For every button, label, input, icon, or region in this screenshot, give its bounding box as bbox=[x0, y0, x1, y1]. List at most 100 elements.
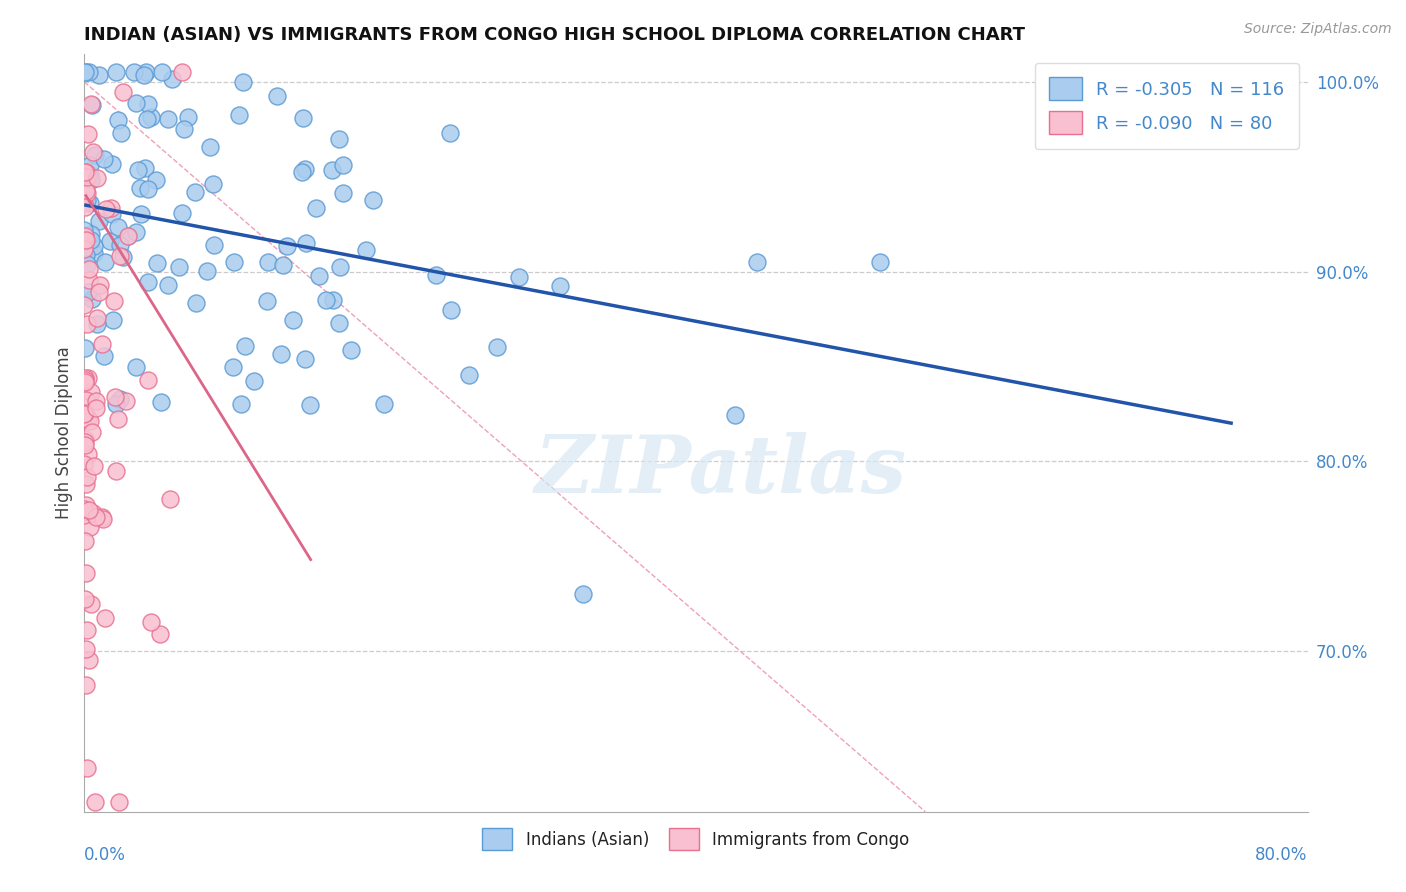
Point bbox=[75, 678, 97, 692]
Point bbox=[101, 312, 124, 326]
Point bbox=[724, 409, 747, 423]
Point bbox=[91, 336, 114, 351]
Point bbox=[84, 148, 107, 162]
Point bbox=[110, 238, 132, 252]
Point bbox=[104, 464, 127, 478]
Point bbox=[75, 165, 97, 179]
Point bbox=[75, 65, 97, 79]
Point bbox=[75, 234, 97, 248]
Point bbox=[87, 214, 110, 228]
Point bbox=[77, 273, 100, 287]
Point bbox=[571, 586, 593, 600]
Point bbox=[184, 185, 207, 199]
Point bbox=[107, 412, 129, 426]
Point bbox=[108, 249, 131, 263]
Point bbox=[439, 303, 461, 318]
Point bbox=[127, 163, 149, 178]
Point bbox=[224, 254, 246, 268]
Point bbox=[104, 65, 127, 79]
Text: 80.0%: 80.0% bbox=[1256, 846, 1308, 863]
Point bbox=[486, 341, 509, 355]
Point bbox=[80, 425, 103, 440]
Point bbox=[136, 275, 159, 289]
Point bbox=[322, 293, 344, 308]
Point bbox=[228, 108, 250, 122]
Point bbox=[75, 248, 97, 262]
Point bbox=[156, 277, 179, 292]
Point bbox=[328, 317, 350, 331]
Point bbox=[305, 201, 328, 215]
Text: INDIAN (ASIAN) VS IMMIGRANTS FROM CONGO HIGH SCHOOL DIPLOMA CORRELATION CHART: INDIAN (ASIAN) VS IMMIGRANTS FROM CONGO … bbox=[84, 26, 1025, 44]
Point bbox=[329, 260, 352, 274]
Point bbox=[439, 126, 461, 140]
Text: 0.0%: 0.0% bbox=[84, 846, 127, 863]
Point bbox=[89, 68, 111, 82]
Point bbox=[167, 260, 190, 274]
Point bbox=[89, 285, 111, 299]
Point bbox=[73, 508, 96, 522]
Text: Source: ZipAtlas.com: Source: ZipAtlas.com bbox=[1244, 22, 1392, 37]
Point bbox=[82, 145, 104, 160]
Point bbox=[125, 225, 148, 239]
Point bbox=[93, 349, 115, 363]
Point bbox=[136, 97, 159, 112]
Point bbox=[548, 278, 571, 293]
Point bbox=[75, 341, 97, 355]
Point bbox=[76, 317, 98, 331]
Point bbox=[75, 233, 97, 247]
Point bbox=[103, 294, 125, 309]
Point bbox=[125, 95, 148, 110]
Point bbox=[869, 254, 891, 268]
Point bbox=[458, 368, 481, 382]
Point bbox=[122, 65, 145, 79]
Point bbox=[79, 168, 101, 182]
Point bbox=[108, 392, 131, 406]
Point bbox=[295, 236, 318, 251]
Point bbox=[115, 393, 138, 408]
Point bbox=[112, 85, 135, 99]
Point bbox=[79, 653, 101, 667]
Point bbox=[373, 396, 395, 410]
Point bbox=[76, 169, 98, 184]
Point bbox=[73, 457, 96, 471]
Point bbox=[508, 270, 530, 285]
Point bbox=[77, 446, 100, 460]
Point bbox=[299, 398, 322, 412]
Point bbox=[271, 258, 294, 272]
Point bbox=[73, 502, 96, 516]
Point bbox=[100, 157, 122, 171]
Point bbox=[177, 110, 200, 124]
Point bbox=[83, 245, 105, 260]
Point bbox=[73, 195, 96, 210]
Point bbox=[80, 173, 103, 187]
Point bbox=[101, 207, 124, 221]
Point bbox=[308, 268, 330, 283]
Point bbox=[145, 172, 167, 186]
Point bbox=[77, 502, 100, 516]
Point bbox=[281, 313, 304, 327]
Point bbox=[159, 492, 181, 507]
Point bbox=[75, 406, 97, 420]
Point bbox=[146, 256, 169, 270]
Point bbox=[77, 262, 100, 277]
Point bbox=[73, 65, 96, 79]
Point bbox=[291, 112, 314, 126]
Point bbox=[157, 112, 180, 127]
Point bbox=[83, 239, 105, 253]
Point bbox=[170, 206, 193, 220]
Point bbox=[233, 339, 256, 353]
Point bbox=[73, 165, 96, 179]
Point bbox=[195, 264, 218, 278]
Point bbox=[107, 220, 129, 235]
Point bbox=[76, 193, 98, 207]
Point bbox=[84, 795, 107, 809]
Point bbox=[73, 371, 96, 385]
Point bbox=[73, 432, 96, 446]
Point bbox=[107, 113, 129, 128]
Point bbox=[110, 126, 132, 140]
Point bbox=[136, 373, 159, 387]
Point bbox=[73, 228, 96, 243]
Point bbox=[135, 65, 157, 79]
Point bbox=[117, 229, 139, 244]
Point bbox=[321, 163, 343, 178]
